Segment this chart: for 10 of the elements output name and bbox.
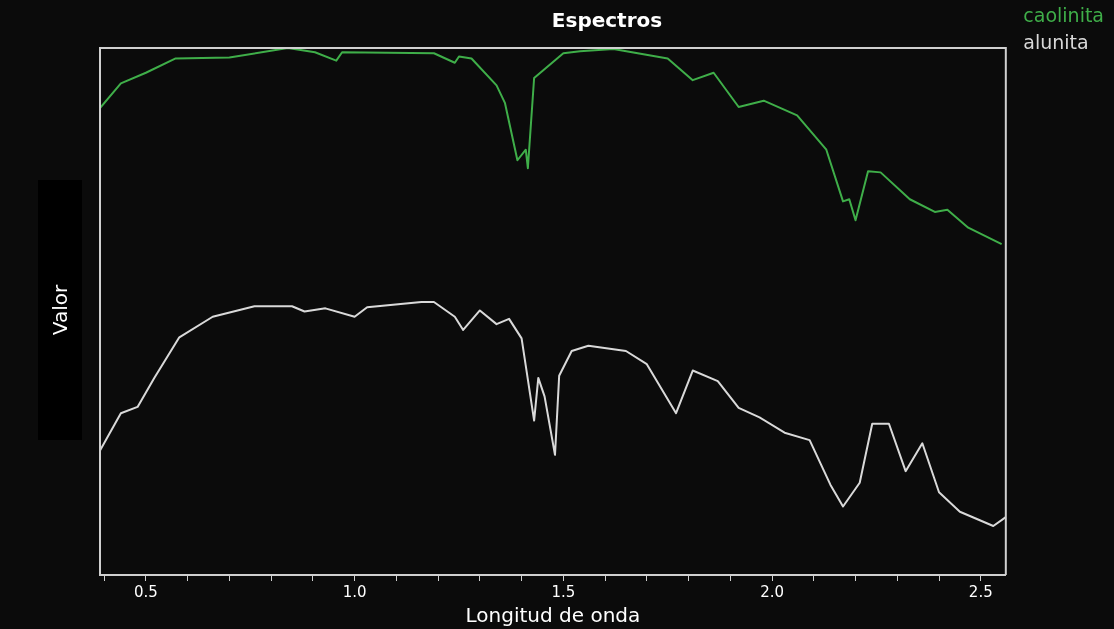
chart-title: Espectros [551, 8, 663, 33]
y-axis-title: Valor [48, 284, 72, 336]
x-axis-title: Longitud de onda [465, 603, 641, 628]
x-tick-label: 0.5 [133, 582, 158, 601]
x-tick-label: 2.0 [760, 582, 784, 601]
x-tick-label: 2.5 [968, 582, 993, 601]
text: caolinita [1023, 4, 1104, 27]
x-tick-label: 1.0 [342, 582, 367, 601]
text: alunita [1023, 31, 1089, 54]
x-tick-label: 1.5 [551, 582, 576, 601]
